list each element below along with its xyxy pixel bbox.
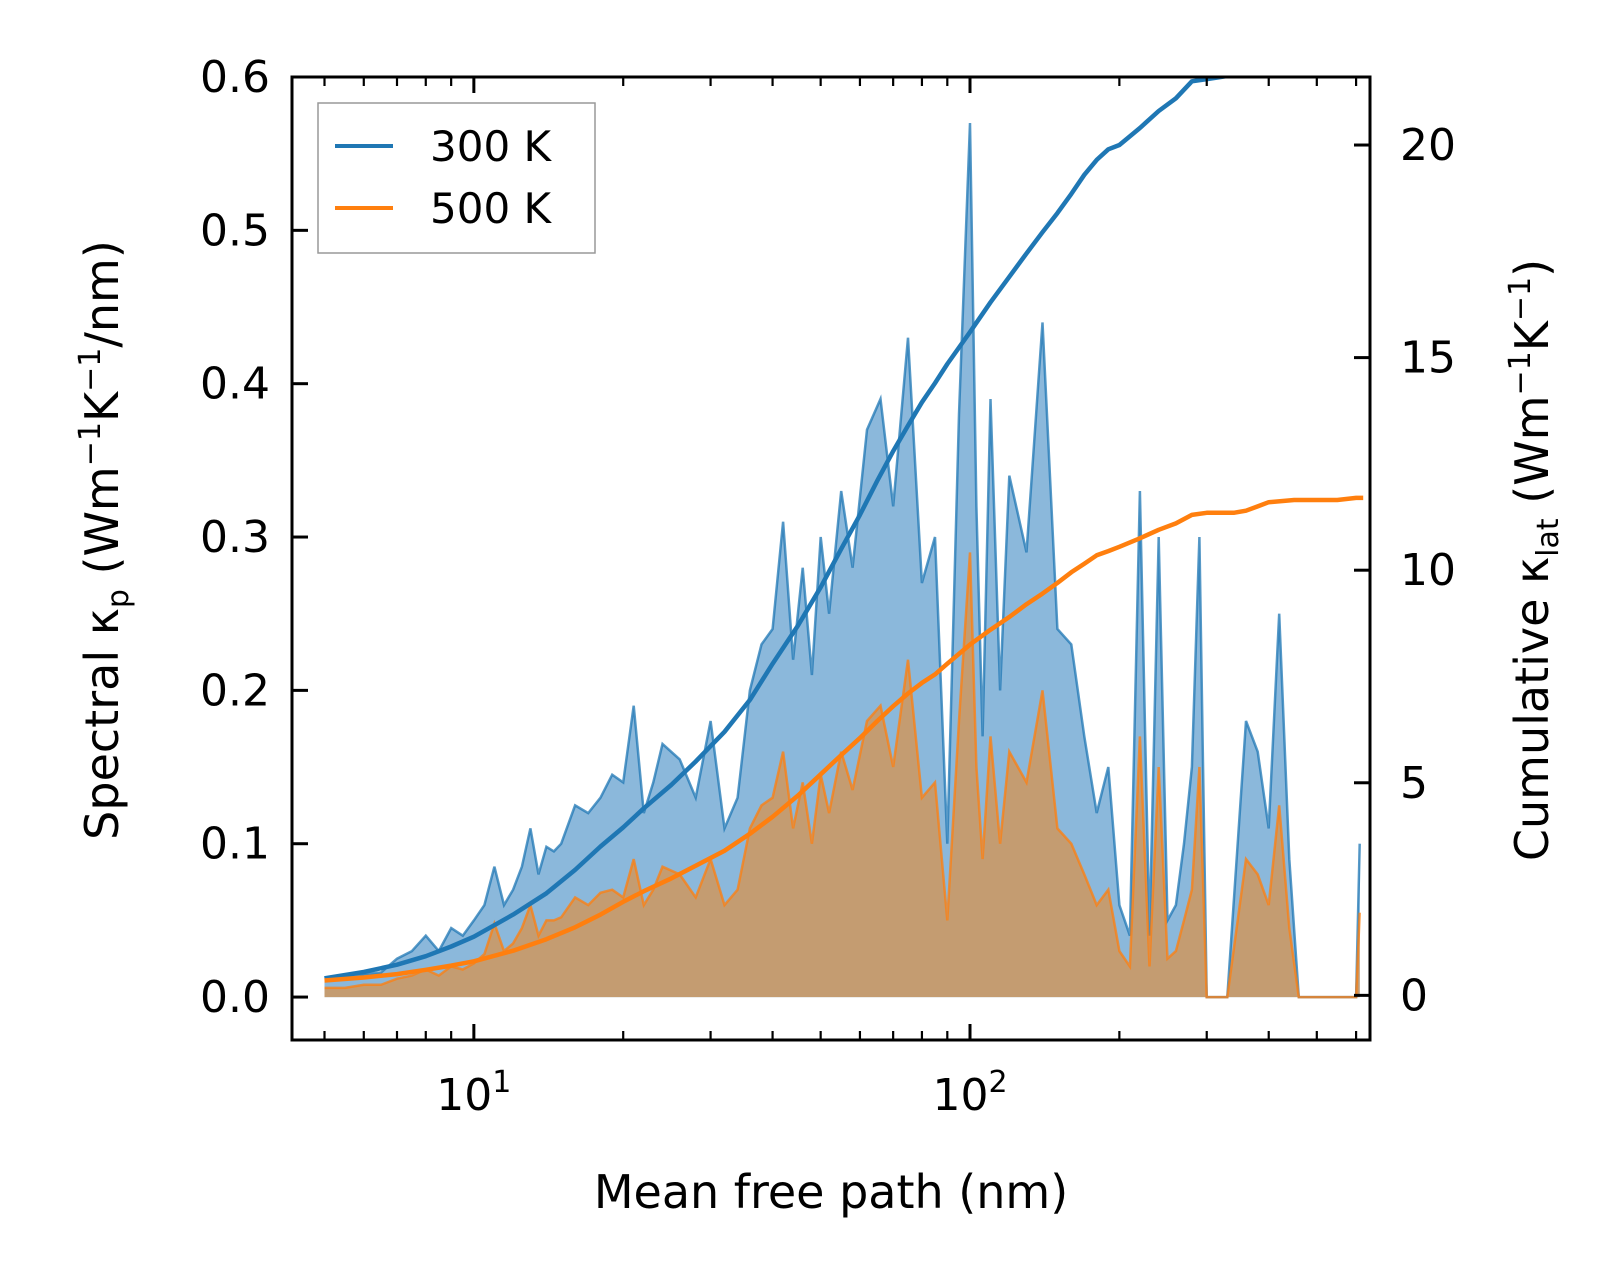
left-ylabel-unit-open: (Wm [75,466,129,589]
right-y-tick-label: 5 [1400,758,1428,809]
spectral-line-500k [324,552,1361,999]
left-y-tick-label: 0.4 [200,359,270,410]
cumulative-line-500k [324,495,1364,983]
legend: 300 K 500 K [317,102,596,254]
left-y-tick-label: 0.6 [200,52,270,103]
axis-ticks [292,75,1370,1040]
right-ylabel-unit-close: ) [1505,259,1559,277]
left-ylabel-sub: p [101,589,136,608]
left-y-tick-label: 0.1 [200,819,270,870]
right-y-tick-label: 10 [1400,545,1456,596]
right-ylabel-sub: lat [1531,518,1566,557]
left-ylabel-unit-close: /nm) [75,240,129,347]
x-axis-label: Mean free path (nm) [594,1165,1068,1219]
legend-label-300k: 300 K [430,122,553,171]
left-ylabel-sup1: −1 [73,422,108,466]
x-tick-label: 101 [436,1065,511,1121]
plot-frame [290,75,1372,1042]
right-ylabel-main: Cumulative κ [1505,557,1559,861]
left-y-tick-label: 0.5 [200,205,270,256]
left-ylabel-main: Spectral κ [75,608,129,840]
spectral-fills [324,122,1361,999]
cumulative-line-300k [324,77,1235,981]
x-tick-label: 102 [932,1065,1007,1121]
left-y-tick-label: 0.2 [200,665,270,716]
left-y-axis-label: Spectral κp (Wm−1K−1/nm) [73,240,136,840]
series-lines [324,77,1364,983]
left-ylabel-mid: K [75,390,129,422]
spectral-fill-500k [324,552,1360,998]
right-ylabel-sup2: −1 [1503,277,1538,321]
spectral-line-300k [324,122,1361,999]
tick-labels: 0.0 0.1 0.2 0.3 0.4 0.5 0.6 0 5 10 15 20 101 102 [200,52,1456,1121]
legend-label-500k: 500 K [430,184,553,233]
spectral-fill-300k [324,123,1360,998]
left-y-tick-label: 0.0 [200,972,270,1023]
right-y-axis-label: Cumulative κlat (Wm−1K−1) [1503,259,1566,861]
right-ylabel-mid: K [1505,319,1559,351]
left-y-tick-label: 0.3 [200,512,270,563]
right-y-tick-label: 0 [1400,970,1428,1021]
right-ylabel-sup1: −1 [1503,351,1538,395]
left-ylabel-sup2: −1 [73,348,108,392]
right-ylabel-unit-open: (Wm [1505,395,1559,518]
right-y-tick-label: 15 [1400,333,1456,384]
right-y-tick-label: 20 [1400,120,1456,171]
legend-box [317,102,596,254]
